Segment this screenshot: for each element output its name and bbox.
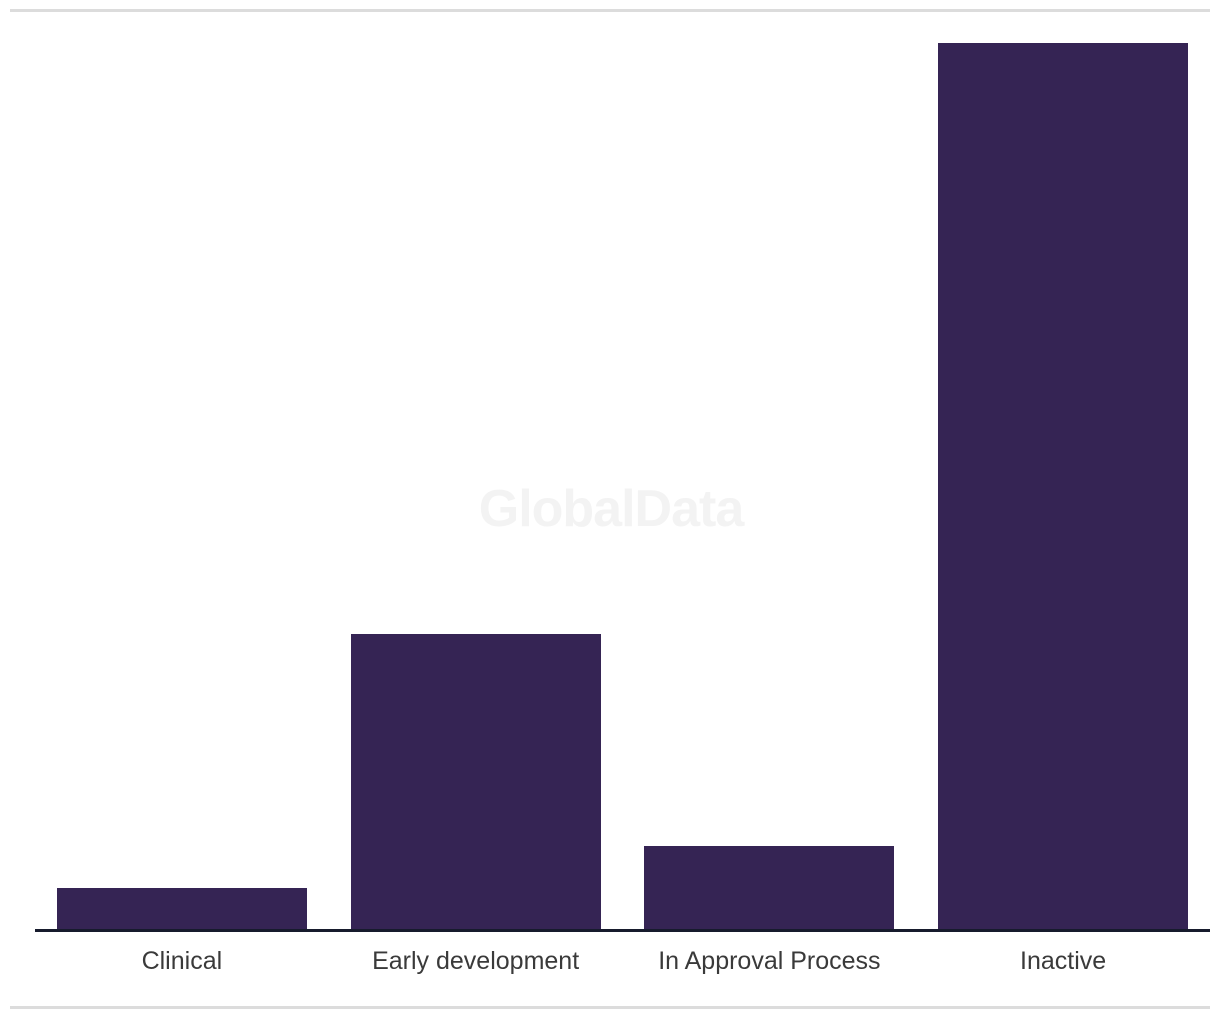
bar[interactable] [350,634,601,929]
top-divider [10,9,1210,12]
bottom-divider [10,1006,1210,1009]
bar[interactable] [644,846,895,929]
x-axis-label: Inactive [1020,947,1107,975]
bar[interactable] [938,43,1189,929]
x-axis-label: Clinical [141,947,223,975]
bar[interactable] [56,888,307,929]
x-axis-label: Early development [372,947,580,975]
x-axis-label: In Approval Process [658,947,881,975]
x-axis-line [35,929,1210,932]
